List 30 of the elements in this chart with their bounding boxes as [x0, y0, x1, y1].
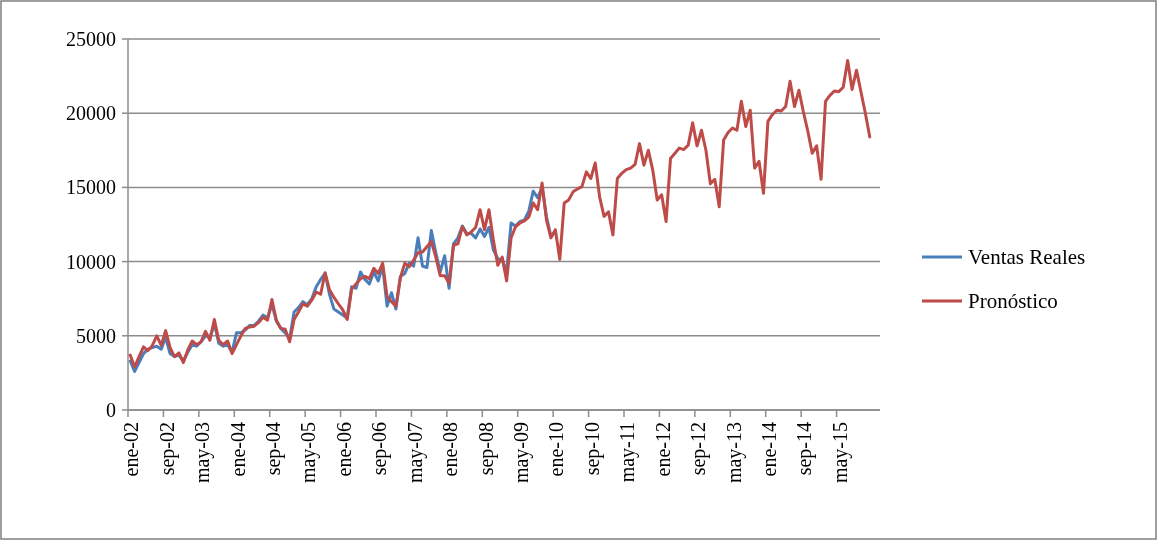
x-tick-label: sep-10	[580, 422, 604, 476]
x-tick-label: ene-06	[332, 422, 355, 477]
y-tick-label: 20000	[66, 102, 116, 125]
x-tick-label: may-11	[616, 422, 640, 483]
y-tick-label: 15000	[66, 176, 116, 199]
legend-label: Pronóstico	[968, 289, 1058, 314]
x-tick-label: ene-10	[545, 422, 568, 477]
x-tick-label: sep-06	[368, 422, 392, 476]
line-series	[128, 59, 872, 369]
y-tick-label: 0	[106, 399, 116, 421]
legend-label: Ventas Reales	[968, 245, 1086, 270]
x-tick-label: sep-04	[261, 422, 285, 476]
x-tick-label: sep-12	[687, 422, 711, 476]
x-tick-label: may-07	[403, 422, 427, 484]
y-tick-label: 10000	[66, 250, 116, 273]
y-tick-label: 5000	[76, 324, 116, 347]
x-tick-label: ene-08	[439, 422, 462, 477]
x-tick-label: sep-14	[793, 422, 817, 476]
x-tick-label: sep-02	[155, 422, 179, 476]
y-tick-label: 25000	[66, 28, 116, 50]
x-tick-label: may-13	[722, 422, 746, 484]
x-tick-label: may-09	[509, 422, 533, 484]
x-tick-label: ene-14	[757, 422, 780, 477]
x-tick-label: ene-12	[651, 422, 674, 477]
x-tick-label: ene-02	[120, 422, 143, 477]
x-tick-label: may-15	[828, 422, 852, 484]
x-tick-label: ene-04	[226, 422, 249, 477]
x-tick-label: may-05	[297, 422, 321, 484]
x-tick-label: sep-08	[474, 422, 498, 476]
x-tick-label: may-03	[191, 422, 215, 484]
